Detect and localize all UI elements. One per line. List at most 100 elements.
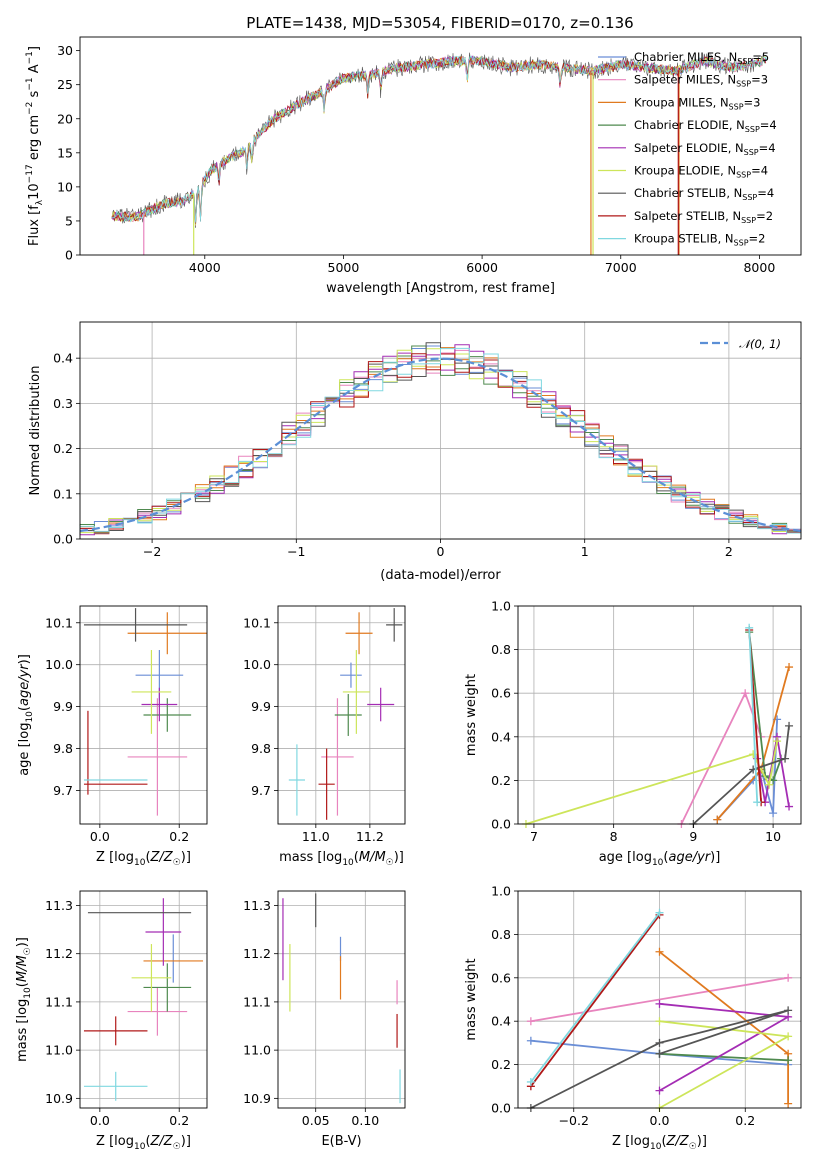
figure-title: PLATE=1438, MJD=53054, FIBERID=0170, z=0…	[246, 14, 633, 32]
panel-4: 11.0 11.2 9.7 9.8 9.9 10.0 10.1 mass [log10(M/M…	[243, 605, 406, 868]
weight-line	[530, 976, 789, 1023]
x-tick-label: 1	[581, 544, 589, 559]
errorbar-point	[83, 608, 188, 642]
y-tick-label: 10.9	[243, 1091, 271, 1106]
y-tick-label: 11.0	[243, 1043, 271, 1058]
errorbar-point	[145, 898, 182, 966]
errorbar-point	[318, 748, 335, 820]
weight-series	[655, 947, 793, 1108]
y-tick-label: 10.0	[243, 657, 271, 672]
x-tick-label: 9	[689, 829, 697, 844]
legend-label: Kroupa STELIB, NSSP=2	[634, 232, 765, 248]
weight-series	[526, 973, 793, 1026]
x-tick-label: 11.2	[356, 829, 384, 844]
axes-frame	[79, 321, 802, 540]
x-axis-label: Z [log10(Z/Z☉)]	[612, 1134, 707, 1152]
x-tick-label: 0	[437, 544, 445, 559]
weight-marker	[784, 973, 793, 982]
y-tick-label: 10	[57, 179, 73, 194]
y-tick-label: 10.1	[243, 615, 271, 630]
panel-2: −2 −1 0 1 2 0.0 0.1 0.2 0.3 0.4 (data-model)/error…	[28, 321, 802, 583]
weight-series	[526, 908, 664, 1086]
y-tick-label: 9.8	[251, 741, 271, 756]
weight-marker	[784, 1032, 793, 1041]
y-tick-label: 0.6	[491, 686, 511, 701]
legend-label: Salpeter STELIB, NSSP=2	[634, 209, 773, 225]
errorbar-point	[367, 687, 395, 722]
legend-label: Kroupa ELODIE, NSSP=4	[634, 164, 768, 180]
errorbar-point	[345, 612, 373, 655]
y-tick-label: 11.1	[243, 994, 271, 1009]
y-tick-label: 0.2	[491, 773, 511, 788]
weight-marker	[745, 623, 754, 632]
x-axis-label: age [log10(age/yr)]	[599, 850, 721, 868]
weight-line	[692, 725, 790, 825]
y-tick-label: 11.3	[243, 898, 271, 913]
plot-area	[282, 893, 401, 1104]
x-tick-label: 7	[530, 829, 538, 844]
errorbar-point	[131, 944, 172, 1012]
x-tick-label: 2	[725, 544, 733, 559]
legend-label: Chabrier STELIB, NSSP=4	[634, 186, 774, 202]
x-tick-label: 0.2	[169, 1113, 189, 1128]
errorbar-point	[131, 650, 172, 734]
errorbar-point	[127, 698, 188, 816]
x-tick-label: −1	[287, 544, 305, 559]
y-tick-label: 11.3	[45, 898, 73, 913]
x-tick-label: 6000	[466, 260, 498, 275]
x-axis-label: (data-model)/error	[380, 568, 501, 583]
plot-area	[83, 898, 204, 1101]
y-tick-label: 1.0	[491, 884, 511, 899]
weight-marker	[655, 1049, 664, 1058]
x-tick-label: 8000	[743, 260, 775, 275]
y-tick-label: 9.7	[53, 783, 73, 798]
x-tick-label: 0.2	[735, 1113, 755, 1128]
x-tick-label: 5000	[328, 260, 360, 275]
weight-marker	[655, 947, 664, 956]
y-tick-label: 0.0	[53, 532, 73, 547]
y-tick-label: 11.0	[45, 1043, 73, 1058]
y-tick-label: 11.2	[243, 946, 271, 961]
y-axis-label: Normed distribution	[28, 366, 43, 496]
weight-line	[659, 1052, 789, 1062]
x-tick-label: 0.0	[90, 829, 110, 844]
axes-frame	[517, 605, 802, 825]
errorbar-point	[340, 662, 362, 688]
weight-marker	[526, 1077, 535, 1086]
weight-marker	[773, 737, 782, 746]
panel-5: 7 8 9 10 0.0 0.2 0.4 0.6 0.8 1.0 mass weight age [l…	[464, 599, 802, 868]
y-axis-label: mass [log10(M/M☉)]	[15, 937, 33, 1062]
legend-label: Chabrier MILES, NSSP=5	[634, 50, 769, 66]
x-tick-label: 10	[765, 829, 781, 844]
y-tick-label: 25	[57, 77, 73, 92]
weight-marker	[526, 1017, 535, 1026]
y-tick-label: 10.9	[45, 1091, 73, 1106]
y-tick-label: 15	[57, 145, 73, 160]
axes-frame	[79, 890, 208, 1109]
y-tick-label: 0.0	[491, 1101, 511, 1116]
legend: Chabrier MILES, NSSP=5 Salpeter MILES, NS…	[598, 50, 777, 248]
errorbar-point	[386, 608, 403, 642]
errorbar-point	[127, 612, 207, 655]
y-tick-label: 0.1	[53, 486, 73, 501]
y-axis-label: mass weight	[464, 674, 479, 756]
axes-frame	[517, 890, 802, 1109]
y-axis-label: Flux [fλ10−17 erg cm−2 s−1 A−1]	[25, 46, 45, 246]
y-tick-label: 0.6	[491, 970, 511, 985]
x-tick-label: 0.10	[351, 1113, 379, 1128]
errorbar-point	[127, 987, 188, 1036]
plot-area	[83, 608, 207, 816]
y-tick-label: 0.4	[491, 1014, 511, 1029]
weight-marker	[784, 1006, 793, 1015]
y-axis-label: mass weight	[464, 958, 479, 1040]
x-axis-label: E(B-V)	[321, 1134, 361, 1149]
legend-label: Salpeter ELODIE, NSSP=4	[634, 141, 776, 157]
x-axis-label: Z [log10(Z/Z☉)]	[96, 850, 191, 868]
x-tick-label: 4000	[189, 260, 221, 275]
plot-area	[79, 342, 802, 537]
y-tick-label: 9.7	[251, 783, 271, 798]
y-tick-label: 10.0	[45, 657, 73, 672]
errorbar-point	[141, 687, 178, 722]
weight-marker	[655, 1086, 664, 1095]
weight-marker	[655, 999, 664, 1008]
